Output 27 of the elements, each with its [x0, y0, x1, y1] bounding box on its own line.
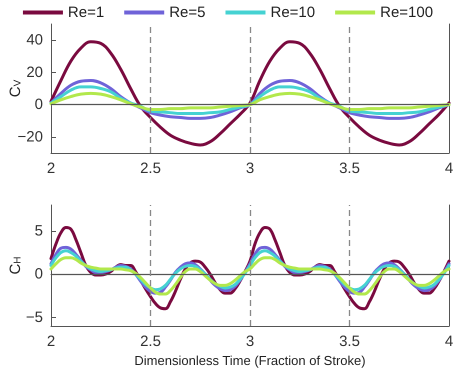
line-series: [50, 40, 450, 146]
legend-label: Re=10: [270, 4, 316, 21]
y-tick-label: 0: [34, 266, 43, 283]
legend-label: Re=5: [169, 4, 206, 21]
x-tick-label: 2: [46, 160, 56, 177]
y-tick-label: 20: [26, 64, 43, 81]
x-tick-label: 2: [46, 333, 56, 350]
line-series: [50, 256, 450, 296]
x-tick-label: 3: [246, 333, 254, 350]
x-axis-title: Dimensionless Time (Fraction of Stroke): [134, 352, 366, 368]
y-tick-label: −20: [18, 128, 43, 146]
y-tick-label: 40: [26, 32, 43, 49]
x-tick-label: 3: [246, 160, 254, 177]
y-tick-label: 5: [34, 222, 43, 240]
x-tick-label: 4: [444, 333, 454, 350]
y-tick-label: 0: [34, 96, 43, 114]
x-tick-label: 3.5: [339, 333, 360, 350]
y-axis-title: CV: [7, 79, 24, 98]
x-tick-label: 4: [444, 160, 454, 177]
legend-label: Re=100: [380, 4, 434, 21]
x-tick-label: 2.5: [140, 160, 161, 177]
legend-label: Re=1: [68, 4, 104, 21]
line-series: [50, 92, 450, 111]
y-tick-label: −5: [26, 308, 43, 326]
x-tick-label: 2.5: [140, 333, 161, 350]
x-tick-label: 3.5: [339, 160, 360, 177]
y-axis-title: CH: [7, 256, 24, 275]
